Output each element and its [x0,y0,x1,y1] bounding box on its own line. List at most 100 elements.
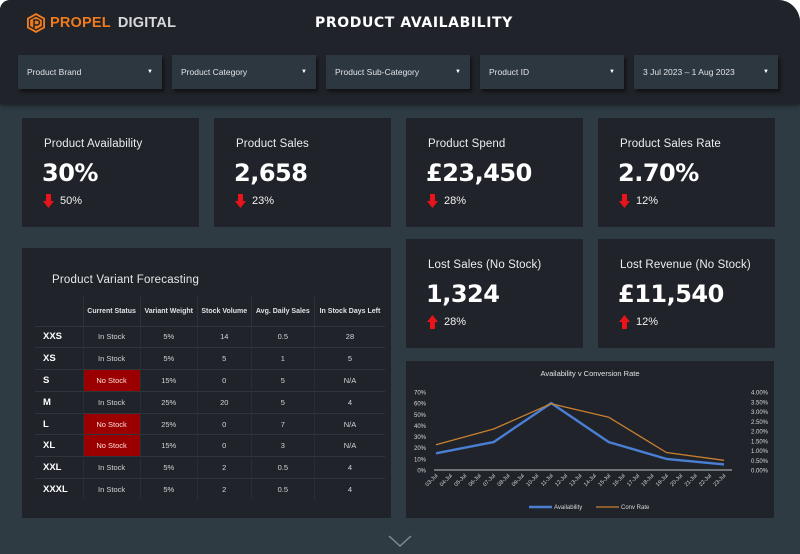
filter-product-brand[interactable]: Product Brand ▼ [18,55,162,89]
legend-label: Conv Rate [621,505,650,511]
days-left-cell: N/A [313,434,385,457]
table-row: XXL In Stock 5% 2 0.5 4 [35,456,385,479]
x-tick-label: 10-Jul [525,473,540,488]
y-right-tick-label: 0.50% [751,459,769,465]
column-header: Current Status [82,297,141,326]
size-cell: M [35,390,83,414]
weight-cell: 5% [139,456,198,479]
avg-sales-cell: 1 [250,347,315,370]
page-title: PRODUCT AVAILABILITY [315,15,513,31]
y-left-tick-label: 10% [414,457,427,463]
x-tick-label: 15-Jul [597,473,612,488]
caret-down-icon: ▼ [609,69,615,75]
weight-cell: 25% [139,390,198,414]
column-header: Stock Volume [196,297,252,326]
column-header: Avg. Daily Sales [250,297,315,326]
kpi-delta-value: 12% [636,316,659,328]
avg-sales-cell: 7 [250,412,315,435]
kpi-title: Product Availability [44,138,143,150]
size-cell: XXL [35,456,83,479]
y-right-tick-label: 3.50% [751,400,769,406]
table-row: XS In Stock 5% 5 1 5 [35,347,385,370]
size-cell: XXXL [35,478,83,501]
caret-down-icon: ▼ [763,69,769,75]
kpi-delta: 23% [235,194,274,208]
table-row: XL No Stock 15% 0 3 N/A [35,434,385,457]
filter-date-range[interactable]: 3 Jul 2023 – 1 Aug 2023 ▼ [634,55,778,89]
legend-label: Availability [554,505,582,511]
panel-title: Product Variant Forecasting [52,274,200,286]
y-left-tick-label: 40% [414,424,427,430]
stock-cell: 2 [196,478,252,501]
size-cell: XS [35,347,83,370]
filter-label: Product Brand [27,67,82,77]
kpi-value: 1,324 [426,280,500,308]
size-cell: XXS [35,325,83,348]
x-tick-label: 17-Jul [626,473,641,488]
y-right-tick-label: 4.00% [751,391,769,397]
table-row: M In Stock 25% 20 5 4 [35,390,385,414]
y-left-tick-label: 70% [414,391,427,397]
x-tick-label: 13-Jul [569,473,584,488]
y-right-tick-label: 2.50% [751,420,769,426]
table-row: S No Stock 15% 0 5 N/A [35,369,385,392]
table-row: XXXL In Stock 5% 2 0.5 4 [35,478,385,501]
kpi-card-lost-sales: Lost Sales (No Stock) 1,324 28% [406,239,583,348]
x-tick-label: 19-Jul [655,473,670,488]
availability-conversion-chart: Availability v Conversion Rate 0% 10% 20% 30… [406,361,774,518]
column-header: Variant Weight [139,297,198,326]
weight-cell: 5% [139,478,198,501]
kpi-card-product-sales-rate: Product Sales Rate 2.70% 12% [598,118,775,227]
kpi-card-product-availability: Product Availability 30% 50% [22,118,199,227]
series-line-availability [435,401,725,466]
caret-down-icon: ▼ [301,69,307,75]
days-left-cell: N/A [313,369,385,392]
stock-cell: 20 [196,390,252,414]
kpi-title: Product Sales Rate [620,138,721,150]
x-tick-label: 20-Jul [669,473,684,488]
kpi-value: 2,658 [234,159,308,187]
table-row: XXS In Stock 5% 14 0.5 28 [35,325,385,348]
x-tick-label: 11-Jul [540,473,555,488]
kpi-delta-value: 50% [60,195,83,207]
y-left-tick-label: 0% [417,469,426,475]
stock-cell: 5 [196,347,252,370]
x-tick-label: 18-Jul [641,473,656,488]
x-tick-label: 03-Jul [425,473,440,488]
variant-forecast-table: Current Status Variant Weight Stock Volu… [35,297,385,501]
filter-product-id[interactable]: Product ID ▼ [480,55,624,89]
y-left-tick-label: 50% [414,413,427,419]
avg-sales-cell: 0.5 [250,456,315,479]
kpi-title: Lost Revenue (No Stock) [620,259,751,271]
size-cell: XL [35,434,83,457]
arrow-down-icon [619,194,630,208]
filter-label: Product Category [181,67,248,77]
y-left-tick-label: 30% [414,435,427,441]
x-tick-label: 21-Jul [684,473,699,488]
weight-cell: 5% [139,347,198,370]
hexagon-logo-icon [27,13,45,33]
status-cell: In Stock [82,478,141,501]
y-right-tick-label: 1.00% [751,449,769,455]
chart-title: Availability v Conversion Rate [540,369,639,378]
x-tick-label: 16-Jul [612,473,627,488]
variant-forecast-panel: Product Variant Forecasting Current Stat… [22,248,391,518]
column-header: In Stock Days Left [313,297,385,326]
kpi-card-lost-revenue: Lost Revenue (No Stock) £11,540 12% [598,239,775,348]
filter-product-sub-category[interactable]: Product Sub-Category ▼ [326,55,470,89]
arrow-up-icon [619,315,630,329]
kpi-card-product-sales: Product Sales 2,658 23% [214,118,391,227]
chart-canvas: Availability v Conversion Rate 0% 10% 20% 30… [414,369,769,511]
column-header [35,297,83,326]
stock-cell: 14 [196,325,252,348]
avg-sales-cell: 0.5 [250,478,315,501]
x-tick-label: 23-Jul [713,473,728,488]
size-cell: L [35,412,83,435]
kpi-value: £23,450 [426,159,532,187]
size-cell: S [35,369,83,392]
weight-cell: 5% [139,325,198,348]
status-cell: No Stock [82,434,141,457]
chevron-down-icon[interactable] [388,534,412,548]
filter-product-category[interactable]: Product Category ▼ [172,55,316,89]
